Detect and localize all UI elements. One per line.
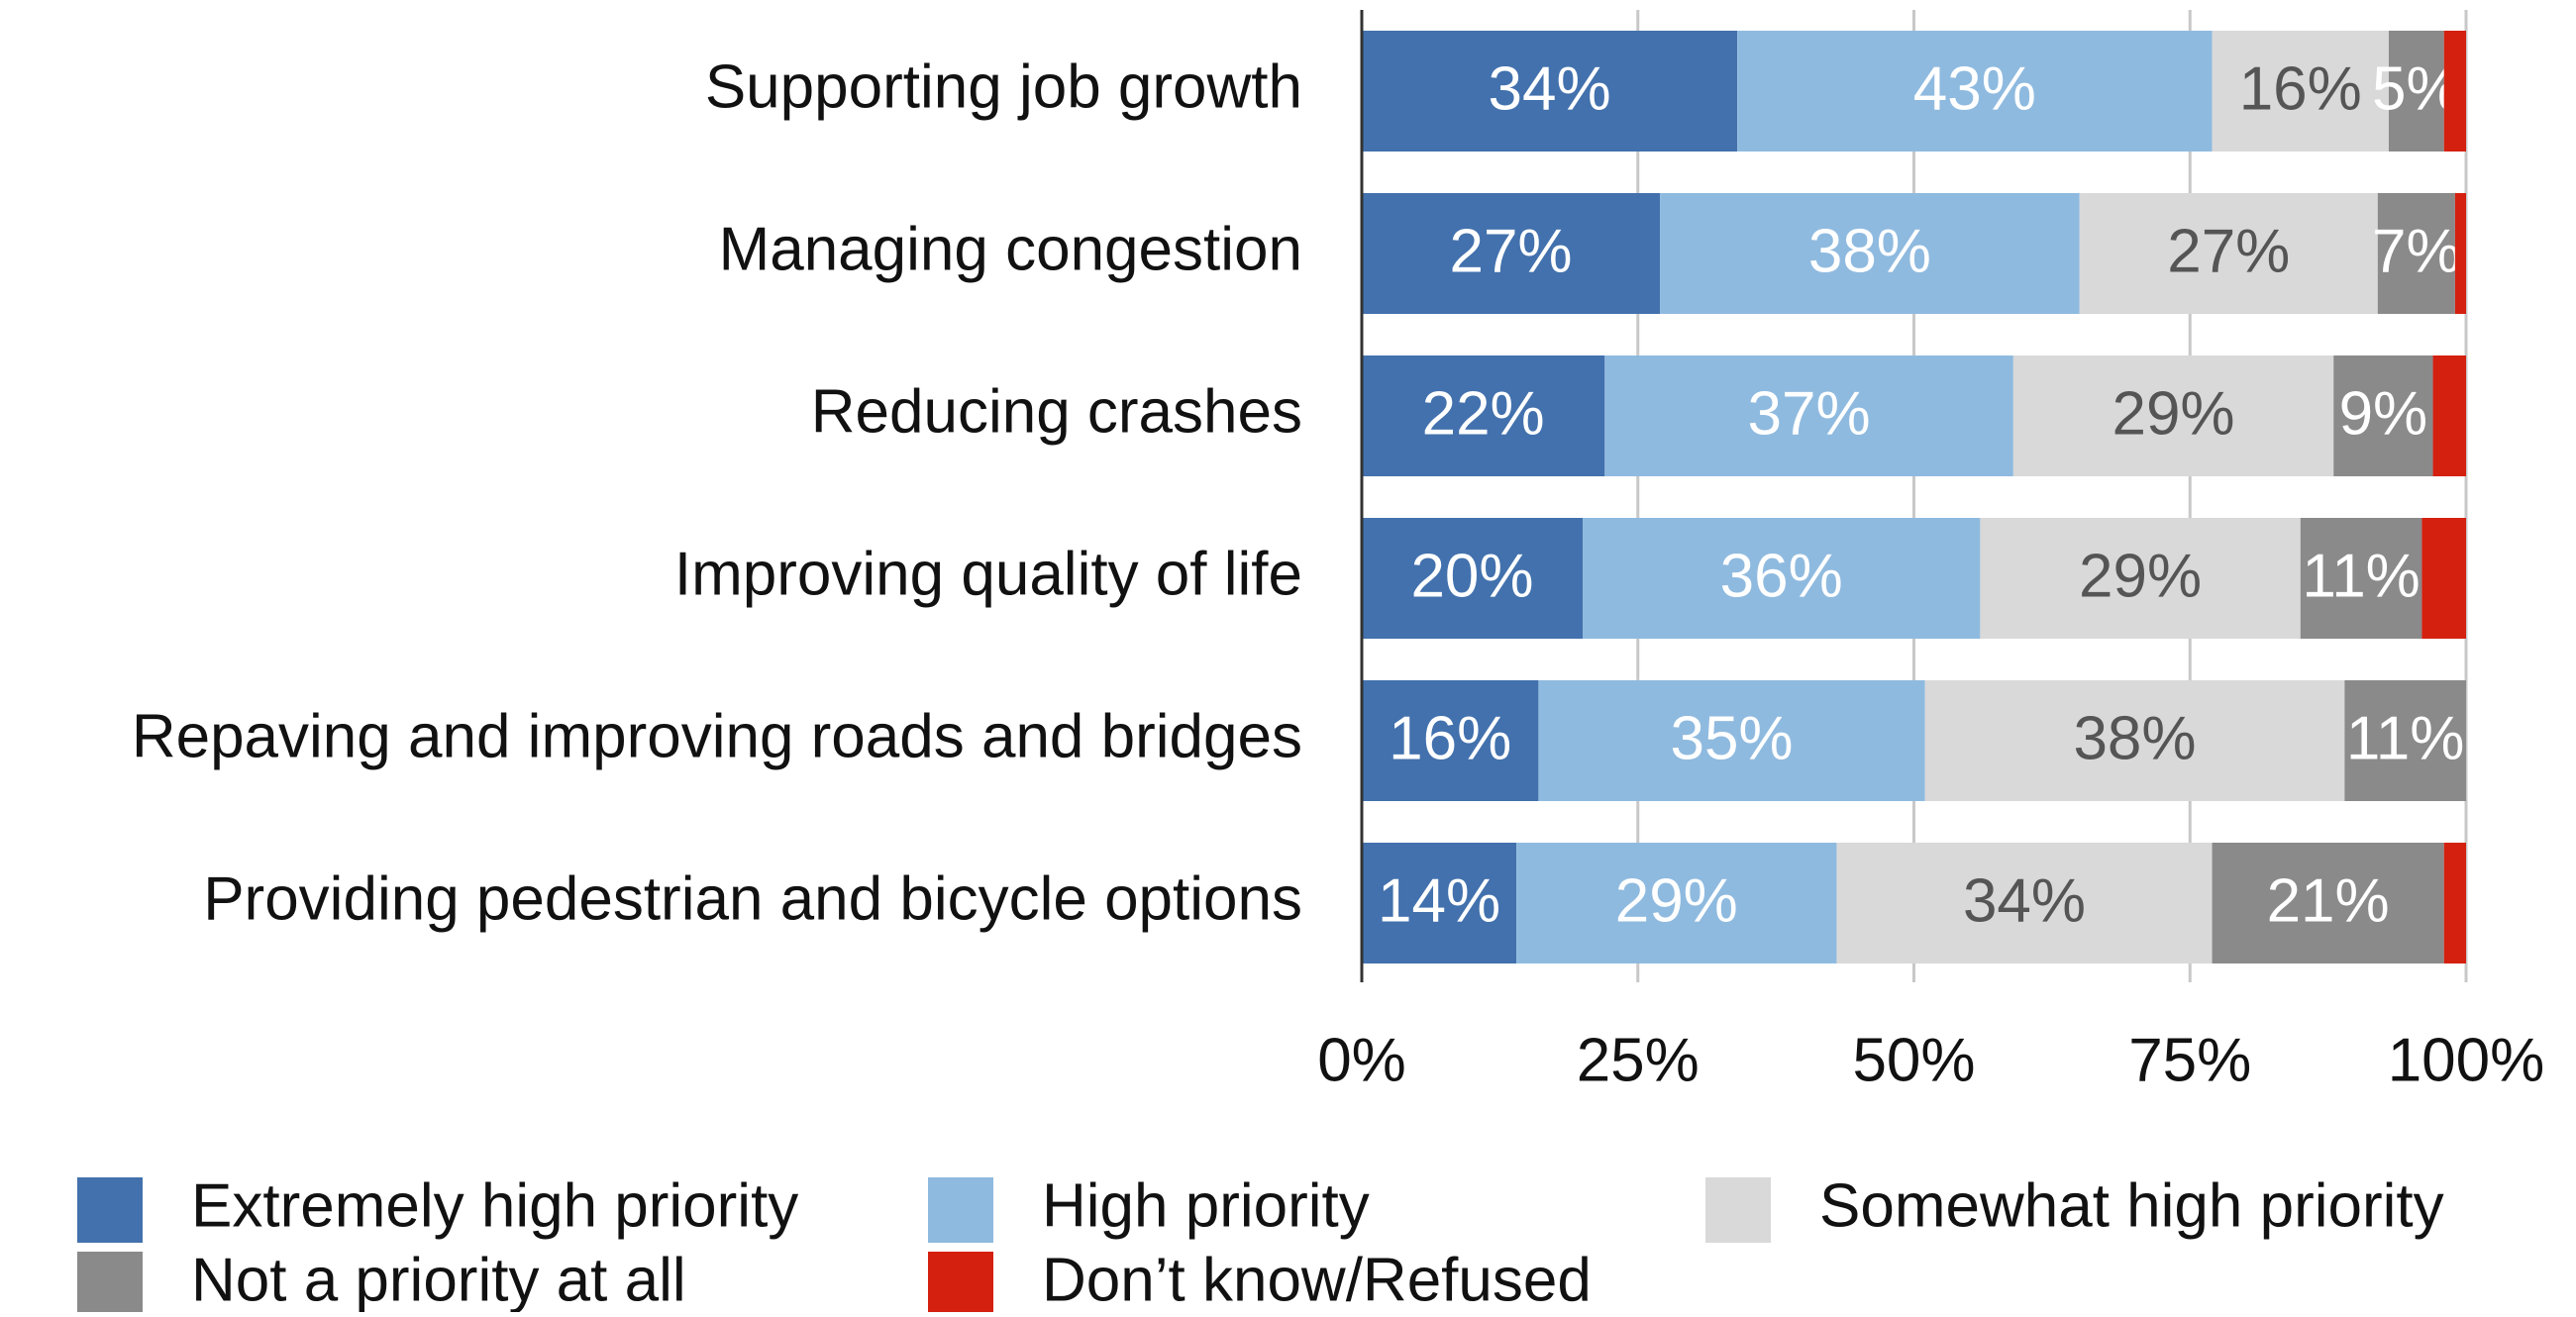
data-label: 34%	[1963, 866, 2086, 935]
bar-segment	[2443, 843, 2466, 963]
bar-segment	[1604, 355, 2013, 476]
data-label: 38%	[2073, 704, 2196, 772]
x-tick-label: 25%	[1577, 1026, 1700, 1094]
legend-label: Extremely high priority	[191, 1171, 798, 1240]
bar-segment	[2212, 843, 2444, 963]
category-label: Providing pedestrian and bicycle options	[203, 864, 1302, 933]
bar-segment	[1362, 680, 1539, 801]
bar-segment	[1737, 31, 2213, 152]
legend-swatch	[928, 1252, 993, 1317]
category-label: Improving quality of life	[674, 540, 1302, 608]
legend-label: Not a priority at all	[191, 1246, 686, 1312]
bar-segment	[2421, 518, 2466, 639]
legend-swatch	[1705, 1177, 1771, 1243]
bar-segment	[1362, 193, 1661, 314]
legend-swatch	[77, 1177, 143, 1243]
bar-segment	[2443, 31, 2466, 152]
data-label: 29%	[1615, 866, 1738, 935]
data-label: 34%	[1489, 54, 1611, 123]
bar-segment	[1516, 843, 1837, 963]
data-label: 35%	[1670, 704, 1793, 772]
bar-segment	[2079, 193, 2378, 314]
data-label: 7%	[2372, 217, 2461, 285]
category-label: Reducing crashes	[811, 377, 1302, 446]
bar-segment	[2454, 193, 2466, 314]
x-tick-label: 75%	[2128, 1026, 2251, 1094]
category-label: Repaving and improving roads and bridges	[132, 702, 1302, 770]
bar-segment	[2377, 193, 2455, 314]
bar-segment	[2344, 680, 2466, 801]
bar-segment	[1836, 843, 2213, 963]
bar-segment	[2012, 355, 2334, 476]
data-label: 16%	[1389, 704, 1511, 772]
x-tick-label: 0%	[1317, 1026, 1406, 1094]
bar-segment	[2212, 31, 2389, 152]
legend-swatch	[77, 1252, 143, 1317]
bar-segment	[1583, 518, 1981, 639]
bar-segment	[2300, 518, 2422, 639]
bar-segment	[2432, 355, 2466, 476]
data-label: 36%	[1720, 542, 1843, 610]
x-tick-label: 50%	[1852, 1026, 1975, 1094]
data-label: 29%	[2112, 379, 2234, 448]
data-label: 22%	[1422, 379, 1545, 448]
bar-segment	[1538, 680, 1925, 801]
category-label: Supporting job growth	[705, 52, 1302, 121]
legend-label: Don’t know/Refused	[1042, 1246, 1592, 1312]
bar-segment	[1362, 843, 1517, 963]
data-label: 11%	[2302, 542, 2421, 610]
data-label: 29%	[2079, 542, 2202, 610]
legend-label: Somewhat high priority	[1819, 1171, 2444, 1240]
data-label: 43%	[1913, 54, 2036, 123]
legend-swatch	[928, 1177, 993, 1243]
data-label: 27%	[2167, 217, 2290, 285]
bar-segment	[2388, 31, 2444, 152]
bar-segment	[1980, 518, 2301, 639]
data-label: 37%	[1748, 379, 1871, 448]
bar-segment	[1362, 31, 1738, 152]
legend-label: High priority	[1042, 1171, 1370, 1240]
bar-segment	[1362, 355, 1605, 476]
data-label: 16%	[2239, 54, 2362, 123]
data-label: 38%	[1808, 217, 1931, 285]
data-label: 11%	[2346, 704, 2465, 772]
bar-segment	[2333, 355, 2433, 476]
data-label: 14%	[1378, 866, 1500, 935]
data-label: 21%	[2267, 866, 2390, 935]
category-label: Managing congestion	[719, 215, 1302, 283]
bar-segment	[1924, 680, 2345, 801]
bar-segment	[1362, 518, 1583, 639]
data-label: 27%	[1449, 217, 1572, 285]
x-tick-label: 100%	[2388, 1026, 2545, 1094]
data-label: 9%	[2339, 379, 2428, 448]
bar-segment	[1660, 193, 2080, 314]
data-label: 20%	[1410, 542, 1533, 610]
